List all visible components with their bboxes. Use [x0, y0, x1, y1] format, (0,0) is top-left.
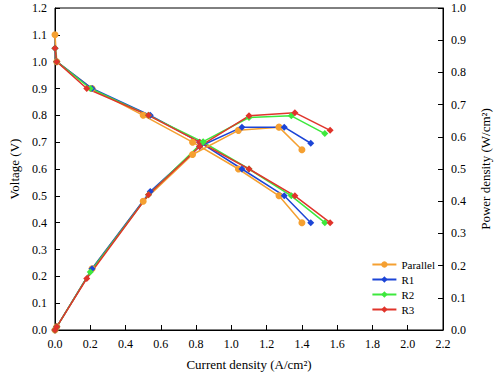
- svg-text:0.2: 0.2: [83, 337, 98, 351]
- svg-text:1.4: 1.4: [294, 337, 309, 351]
- svg-text:2.2: 2.2: [436, 337, 451, 351]
- svg-text:Current density (A/cm²): Current density (A/cm²): [186, 357, 311, 372]
- svg-text:0.8: 0.8: [32, 108, 47, 122]
- svg-text:0.0: 0.0: [451, 323, 466, 337]
- svg-text:1.0: 1.0: [224, 337, 239, 351]
- svg-text:0.3: 0.3: [451, 226, 466, 240]
- svg-text:0.8: 0.8: [189, 337, 204, 351]
- svg-text:Voltage (V): Voltage (V): [7, 139, 22, 200]
- svg-text:1.6: 1.6: [330, 337, 345, 351]
- svg-text:0.0: 0.0: [48, 337, 63, 351]
- svg-text:1.0: 1.0: [451, 1, 466, 15]
- svg-text:0.4: 0.4: [32, 216, 47, 230]
- svg-text:1.2: 1.2: [259, 337, 274, 351]
- svg-text:Parallel: Parallel: [401, 259, 435, 271]
- svg-text:Power density (W/cm²): Power density (W/cm²): [478, 108, 493, 230]
- svg-text:0.7: 0.7: [32, 135, 47, 149]
- svg-text:0.6: 0.6: [32, 162, 47, 176]
- svg-text:R1: R1: [401, 274, 414, 286]
- svg-text:0.5: 0.5: [32, 189, 47, 203]
- svg-text:0.5: 0.5: [451, 162, 466, 176]
- svg-text:0.8: 0.8: [451, 65, 466, 79]
- svg-text:0.9: 0.9: [32, 82, 47, 96]
- svg-text:0.4: 0.4: [451, 194, 466, 208]
- svg-text:R2: R2: [401, 289, 414, 301]
- svg-text:0.3: 0.3: [32, 243, 47, 257]
- svg-text:0.1: 0.1: [32, 296, 47, 310]
- svg-text:1.8: 1.8: [365, 337, 380, 351]
- svg-text:1.1: 1.1: [32, 28, 47, 42]
- svg-text:0.1: 0.1: [451, 291, 466, 305]
- svg-text:1.2: 1.2: [32, 1, 47, 15]
- svg-text:0.6: 0.6: [451, 130, 466, 144]
- svg-text:R3: R3: [401, 304, 414, 316]
- svg-text:0.0: 0.0: [32, 323, 47, 337]
- svg-text:0.2: 0.2: [451, 259, 466, 273]
- svg-text:0.7: 0.7: [451, 98, 466, 112]
- svg-text:0.4: 0.4: [118, 337, 133, 351]
- svg-text:0.9: 0.9: [451, 33, 466, 47]
- svg-text:0.6: 0.6: [153, 337, 168, 351]
- svg-text:2.0: 2.0: [400, 337, 415, 351]
- svg-text:0.2: 0.2: [32, 269, 47, 283]
- svg-text:1.0: 1.0: [32, 55, 47, 69]
